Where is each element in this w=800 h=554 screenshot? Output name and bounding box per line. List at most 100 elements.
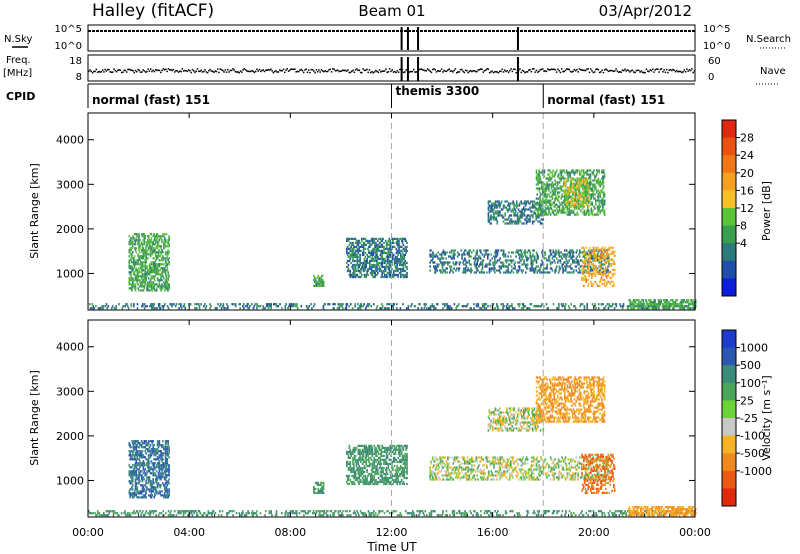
data-cell [164, 253, 167, 256]
data-cell [145, 267, 147, 270]
freq-point [434, 69, 436, 71]
data-cell [505, 259, 508, 262]
freq-point [557, 68, 559, 70]
data-cell [579, 173, 582, 176]
data-cell [537, 265, 539, 268]
data-cell [370, 263, 373, 267]
data-cell [496, 220, 499, 223]
data-cell [523, 202, 526, 205]
data-cell [354, 251, 357, 254]
data-cell [587, 193, 590, 196]
freq-point [275, 70, 277, 72]
data-cell [456, 255, 459, 258]
data-cell [111, 510, 114, 513]
data-cell [199, 512, 202, 515]
data-cell [395, 267, 398, 271]
freq-point [453, 69, 455, 72]
data-cell [590, 187, 593, 190]
data-cell [564, 198, 566, 201]
data-cell [550, 177, 553, 180]
freq-point [276, 71, 278, 73]
data-cell [392, 239, 394, 242]
data-cell [539, 220, 541, 223]
data-cell [573, 187, 576, 190]
data-cell [663, 299, 665, 302]
data-cell [512, 220, 514, 223]
freq-point [679, 70, 682, 73]
data-cell [310, 303, 312, 306]
data-cell [600, 189, 602, 192]
freq-point [309, 71, 311, 74]
data-cell [140, 261, 142, 264]
freq-point [230, 69, 233, 72]
freq-point [659, 68, 662, 71]
data-cell [599, 205, 601, 208]
data-cell [405, 251, 407, 254]
data-cell [613, 272, 615, 275]
freq-point [259, 70, 262, 73]
data-cell [508, 208, 511, 211]
data-cell [543, 213, 546, 216]
data-cell [539, 195, 541, 198]
data-cell [504, 214, 506, 217]
data-cell [464, 253, 466, 256]
data-cell [242, 510, 244, 513]
data-cell [602, 271, 604, 274]
freq-point [114, 69, 117, 72]
data-cell [399, 307, 402, 310]
data-cell [510, 271, 512, 274]
data-cell [390, 251, 392, 254]
data-cell [555, 203, 557, 206]
data-cell [376, 251, 378, 254]
data-cell [564, 182, 566, 185]
data-cell [508, 305, 511, 308]
data-cell [601, 282, 604, 285]
freq-point [523, 70, 525, 73]
data-cell [577, 186, 580, 189]
data-cell [598, 201, 601, 204]
data-cell [377, 239, 379, 242]
data-cell [384, 251, 387, 254]
freq-point [380, 71, 382, 73]
data-cell [370, 243, 373, 246]
data-cell [277, 305, 279, 308]
data-cell [379, 267, 382, 271]
data-cell [490, 214, 492, 217]
freq-point [495, 70, 497, 73]
data-cell [386, 255, 389, 258]
data-cell [347, 263, 350, 267]
data-cell [388, 303, 390, 306]
data-cell [694, 301, 697, 304]
data-cell [564, 253, 566, 256]
data-cell [151, 510, 154, 513]
freq-point [204, 69, 206, 71]
data-cell [663, 307, 665, 310]
data-cell [105, 303, 108, 306]
data-cell [431, 303, 434, 306]
data-cell [524, 204, 527, 207]
data-cell [279, 303, 281, 306]
data-cell [566, 213, 569, 216]
data-cell [488, 204, 491, 207]
data-cell [188, 303, 191, 306]
data-cell [574, 205, 577, 208]
data-cell [504, 259, 507, 262]
data-cell [604, 307, 606, 310]
data-cell [582, 191, 585, 194]
data-cell [524, 253, 526, 256]
data-cell [600, 276, 603, 279]
data-cell [167, 239, 169, 242]
data-cell [423, 307, 426, 310]
data-cell [352, 267, 354, 271]
data-cell [155, 269, 158, 272]
data-cell [345, 303, 348, 306]
data-cell [348, 259, 351, 263]
data-cell [492, 202, 495, 205]
data-cell [156, 271, 159, 274]
data-cell [387, 255, 390, 258]
data-cell [143, 281, 146, 284]
data-cell [396, 255, 398, 258]
data-cell [449, 255, 452, 258]
data-cell [507, 267, 509, 270]
data-cell [379, 245, 382, 248]
